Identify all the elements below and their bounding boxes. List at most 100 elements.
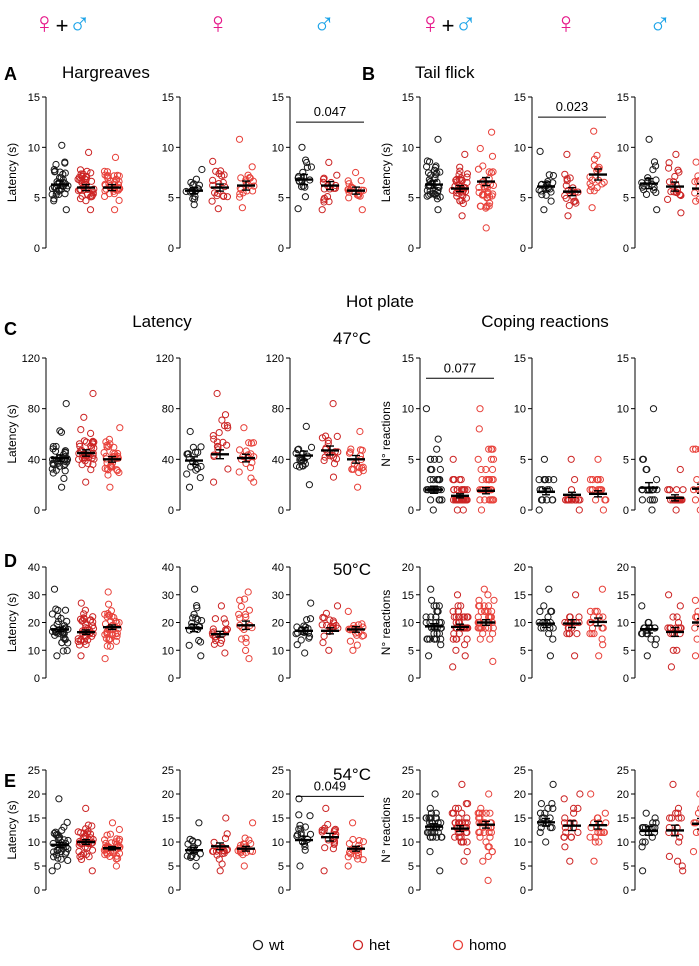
y-tick-label: 15 — [402, 353, 414, 365]
data-point-wt — [301, 846, 309, 854]
data-point-het — [567, 833, 575, 841]
legend: wt het homo — [252, 937, 507, 954]
data-point-homo — [238, 635, 246, 643]
panel-label-d: D — [4, 551, 17, 571]
data-point-homo — [484, 876, 492, 885]
data-point-wt — [652, 176, 660, 184]
data-point-het — [669, 646, 677, 654]
title-50c: 50°C — [333, 560, 371, 579]
data-point-homo — [101, 655, 109, 663]
data-point-wt — [639, 455, 648, 463]
data-point-homo — [113, 835, 121, 843]
y-tick-label: 5 — [168, 193, 174, 205]
data-point-het — [218, 416, 226, 424]
data-point-homo — [355, 464, 363, 472]
data-point-wt — [194, 615, 202, 624]
data-point-wt — [52, 160, 60, 169]
data-point-het — [334, 448, 342, 456]
data-point-wt — [188, 188, 197, 196]
data-point-het — [321, 844, 329, 852]
data-point-wt — [61, 606, 70, 614]
y-tick-label: 10 — [617, 837, 629, 849]
data-point-het — [85, 853, 93, 861]
data-point-het — [449, 663, 457, 671]
chart-C3: 0 40 80 120 — [266, 353, 367, 517]
chart-D3: 0 10 20 30 40 — [272, 562, 368, 685]
data-point-het — [454, 602, 462, 610]
y-tick-label: 5 — [34, 861, 40, 873]
data-point-homo — [358, 620, 366, 628]
data-point-homo — [476, 496, 484, 504]
data-point-het — [464, 800, 472, 808]
data-point-wt — [306, 615, 315, 623]
data-point-wt — [535, 186, 543, 194]
data-point-wt — [431, 790, 439, 798]
data-point-homo — [349, 835, 357, 844]
data-point-homo — [105, 442, 113, 451]
data-point-het — [562, 496, 570, 504]
chart-B1: 0 5 10 15 Latency (s) — [379, 92, 497, 255]
data-point-wt — [198, 165, 206, 174]
y-tick-label: 0 — [278, 243, 284, 255]
data-point-wt — [48, 190, 56, 198]
data-point-het — [212, 637, 220, 645]
data-point-wt — [426, 455, 434, 463]
y-tick-label: 20 — [28, 618, 40, 630]
y-tick-label: 10 — [402, 142, 414, 154]
data-point-homo — [586, 607, 595, 616]
data-point-het — [209, 157, 217, 165]
data-point-homo — [480, 183, 488, 191]
data-point-homo — [344, 607, 352, 616]
y-tick-label: 10 — [402, 404, 414, 416]
panel-label-e: E — [4, 771, 16, 791]
data-point-het — [461, 641, 469, 649]
data-point-wt — [427, 585, 435, 593]
chart-E6: 0 5 10 15 20 25 — [617, 765, 699, 897]
y-tick-label: 15 — [272, 92, 284, 104]
data-point-homo — [235, 468, 243, 476]
data-point-het — [224, 465, 232, 473]
data-point-het — [88, 867, 96, 875]
data-point-wt — [307, 443, 316, 451]
data-point-wt — [537, 824, 545, 832]
y-tick-label: 15 — [617, 92, 629, 104]
data-point-wt — [639, 838, 647, 846]
data-point-het — [667, 663, 676, 671]
data-point-homo — [485, 476, 493, 484]
data-point-het — [461, 652, 469, 660]
data-point-homo — [485, 828, 493, 837]
data-point-homo — [486, 635, 494, 643]
data-point-het — [668, 814, 676, 822]
data-point-het — [573, 630, 581, 638]
data-point-wt — [638, 602, 646, 610]
data-point-wt — [62, 206, 70, 214]
data-point-homo — [479, 162, 487, 170]
data-point-homo — [693, 635, 699, 643]
data-point-wt — [538, 191, 546, 199]
data-point-het — [220, 171, 228, 179]
data-point-homo — [697, 829, 699, 836]
data-point-wt — [423, 635, 431, 643]
data-point-homo — [112, 637, 121, 645]
y-tick-label: 25 — [514, 765, 526, 777]
data-point-homo — [475, 809, 483, 817]
y-tick-label: 20 — [272, 789, 284, 801]
data-point-homo — [352, 168, 360, 177]
data-point-wt — [197, 462, 205, 471]
y-tick-label: 20 — [162, 789, 174, 801]
data-point-wt — [53, 652, 61, 660]
data-point-het — [560, 833, 568, 841]
data-point-wt — [50, 848, 58, 856]
data-point-homo — [245, 836, 253, 844]
data-point-wt — [427, 613, 435, 621]
data-point-wt — [51, 447, 60, 455]
data-point-homo — [489, 630, 497, 638]
data-point-het — [329, 400, 337, 408]
data-point-homo — [592, 496, 600, 504]
sex-symbol: ♂ — [649, 7, 672, 40]
data-point-het — [572, 591, 580, 599]
data-point-wt — [50, 195, 58, 203]
data-point-wt — [62, 400, 70, 408]
data-point-het — [576, 790, 584, 798]
data-point-homo — [489, 476, 497, 484]
